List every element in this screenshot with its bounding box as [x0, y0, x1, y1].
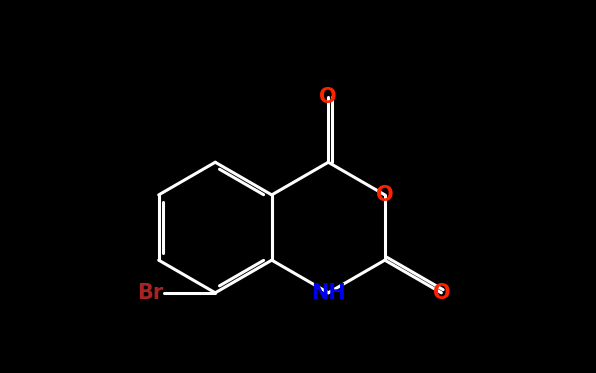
- Text: O: O: [319, 87, 337, 107]
- Text: Br: Br: [137, 283, 163, 303]
- Text: O: O: [376, 185, 393, 205]
- Text: NH: NH: [311, 283, 346, 303]
- Text: O: O: [433, 283, 450, 303]
